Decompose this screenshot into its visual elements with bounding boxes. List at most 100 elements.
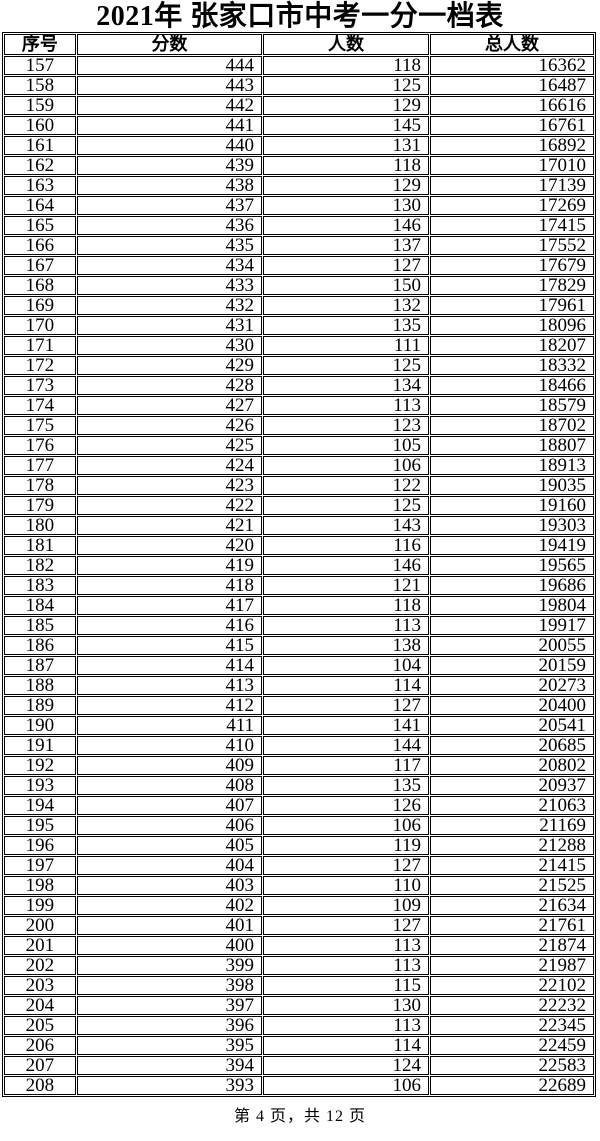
cumulative-cell: 20159 [430, 656, 594, 675]
score-cell: 425 [76, 436, 263, 455]
score-cell: 393 [76, 1076, 263, 1095]
table-row: 175 426 123 18702 [4, 416, 594, 435]
table-row: 193 408 135 20937 [4, 776, 594, 795]
count-cell: 115 [263, 976, 430, 995]
cumulative-cell: 20685 [430, 736, 594, 755]
table-row: 186 415 138 20055 [4, 636, 594, 655]
cumulative-cell: 19804 [430, 596, 594, 615]
serial-cell: 163 [4, 176, 76, 195]
table-row: 191 410 144 20685 [4, 736, 594, 755]
table-row: 168 433 150 17829 [4, 276, 594, 295]
count-cell: 106 [263, 1076, 430, 1095]
cumulative-cell: 20273 [430, 676, 594, 695]
cumulative-cell: 16892 [430, 136, 594, 155]
count-cell: 116 [263, 536, 430, 555]
score-cell: 439 [76, 156, 263, 175]
header-row: 序号 分数 人数 总人数 [4, 34, 594, 55]
serial-cell: 199 [4, 896, 76, 915]
serial-cell: 195 [4, 816, 76, 835]
cumulative-cell: 21415 [430, 856, 594, 875]
count-cell: 124 [263, 1056, 430, 1075]
cumulative-cell: 22102 [430, 976, 594, 995]
count-cell: 150 [263, 276, 430, 295]
table-row: 199 402 109 21634 [4, 896, 594, 915]
table-row: 164 437 130 17269 [4, 196, 594, 215]
count-cell: 114 [263, 1036, 430, 1055]
score-cell: 405 [76, 836, 263, 855]
table-row: 181 420 116 19419 [4, 536, 594, 555]
table-row: 176 425 105 18807 [4, 436, 594, 455]
serial-cell: 208 [4, 1076, 76, 1095]
serial-cell: 206 [4, 1036, 76, 1055]
count-cell: 111 [263, 336, 430, 355]
table-row: 205 396 113 22345 [4, 1016, 594, 1035]
score-cell: 430 [76, 336, 263, 355]
serial-cell: 180 [4, 516, 76, 535]
serial-cell: 197 [4, 856, 76, 875]
score-cell: 436 [76, 216, 263, 235]
table-row: 167 434 127 17679 [4, 256, 594, 275]
count-cell: 127 [263, 696, 430, 715]
cumulative-cell: 21525 [430, 876, 594, 895]
table-row: 171 430 111 18207 [4, 336, 594, 355]
score-cell: 437 [76, 196, 263, 215]
count-cell: 118 [263, 56, 430, 75]
cumulative-cell: 17139 [430, 176, 594, 195]
count-cell: 144 [263, 736, 430, 755]
serial-cell: 177 [4, 456, 76, 475]
cumulative-cell: 17552 [430, 236, 594, 255]
score-cell: 443 [76, 76, 263, 95]
serial-cell: 191 [4, 736, 76, 755]
cumulative-cell: 19160 [430, 496, 594, 515]
score-cell: 431 [76, 316, 263, 335]
serial-cell: 173 [4, 376, 76, 395]
count-cell: 106 [263, 816, 430, 835]
score-cell: 424 [76, 456, 263, 475]
serial-cell: 182 [4, 556, 76, 575]
score-cell: 423 [76, 476, 263, 495]
count-cell: 127 [263, 856, 430, 875]
table-row: 159 442 129 16616 [4, 96, 594, 115]
score-cell: 418 [76, 576, 263, 595]
count-cell: 118 [263, 596, 430, 615]
count-cell: 132 [263, 296, 430, 315]
table-row: 197 404 127 21415 [4, 856, 594, 875]
cumulative-cell: 22583 [430, 1056, 594, 1075]
score-cell: 403 [76, 876, 263, 895]
cumulative-cell: 21987 [430, 956, 594, 975]
count-cell: 138 [263, 636, 430, 655]
count-cell: 113 [263, 396, 430, 415]
cumulative-cell: 17269 [430, 196, 594, 215]
cumulative-cell: 17679 [430, 256, 594, 275]
score-cell: 444 [76, 56, 263, 75]
serial-cell: 176 [4, 436, 76, 455]
serial-cell: 200 [4, 916, 76, 935]
score-cell: 398 [76, 976, 263, 995]
serial-cell: 183 [4, 576, 76, 595]
score-cell: 421 [76, 516, 263, 535]
table-head: 序号 分数 人数 总人数 [4, 34, 594, 55]
score-cell: 441 [76, 116, 263, 135]
count-cell: 104 [263, 656, 430, 675]
table-row: 183 418 121 19686 [4, 576, 594, 595]
table-row: 162 439 118 17010 [4, 156, 594, 175]
cumulative-cell: 18207 [430, 336, 594, 355]
column-header-score: 分数 [76, 34, 263, 55]
cumulative-cell: 18332 [430, 356, 594, 375]
score-cell: 395 [76, 1036, 263, 1055]
score-cell: 402 [76, 896, 263, 915]
score-cell: 416 [76, 616, 263, 635]
count-cell: 126 [263, 796, 430, 815]
serial-cell: 181 [4, 536, 76, 555]
cumulative-cell: 18579 [430, 396, 594, 415]
cumulative-cell: 16362 [430, 56, 594, 75]
cumulative-cell: 20541 [430, 716, 594, 735]
serial-cell: 162 [4, 156, 76, 175]
table-row: 160 441 145 16761 [4, 116, 594, 135]
serial-cell: 164 [4, 196, 76, 215]
table-row: 163 438 129 17139 [4, 176, 594, 195]
score-cell: 438 [76, 176, 263, 195]
table-row: 198 403 110 21525 [4, 876, 594, 895]
score-cell: 394 [76, 1056, 263, 1075]
serial-cell: 192 [4, 756, 76, 775]
